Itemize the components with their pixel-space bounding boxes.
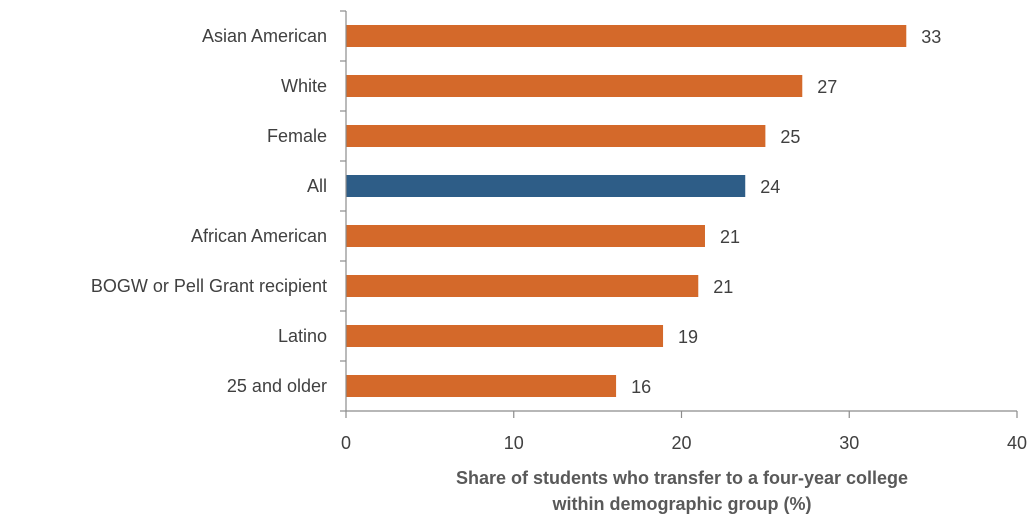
x-tick-label-10: 10: [504, 433, 524, 453]
value-label-all: 24: [760, 177, 780, 197]
value-label-female: 25: [780, 127, 800, 147]
labels-layer: Asian American 33 White 27 Female 25 All 24 Afri…: [91, 26, 1027, 453]
bar-bogw-or-pell-grant-recipient: [346, 275, 699, 297]
bar-asian-american: [346, 25, 907, 47]
x-axis-title-line-2: within demographic group (%): [552, 494, 812, 514]
x-tick-label-20: 20: [671, 433, 691, 453]
category-label-all: All: [307, 176, 327, 196]
axes-layer: [340, 10, 1018, 418]
category-label-25-and-older: 25 and older: [227, 376, 327, 396]
category-label-bogw-or-pell-grant-recipient: BOGW or Pell Grant recipient: [91, 276, 327, 296]
category-label-female: Female: [267, 126, 327, 146]
bar-white: [346, 75, 803, 97]
x-tick-label-40: 40: [1007, 433, 1027, 453]
bar-female: [346, 125, 766, 147]
value-label-asian-american: 33: [921, 27, 941, 47]
x-tick-label-30: 30: [839, 433, 859, 453]
value-label-25-and-older: 16: [631, 377, 651, 397]
bar-all: [346, 175, 746, 197]
x-axis-title-line-1: Share of students who transfer to a four…: [456, 468, 908, 488]
bars-layer: [346, 25, 907, 397]
value-label-latino: 19: [678, 327, 698, 347]
category-label-latino: Latino: [278, 326, 327, 346]
value-label-white: 27: [817, 77, 837, 97]
bar-25-and-older: [346, 375, 617, 397]
value-label-bogw-or-pell-grant-recipient: 21: [713, 277, 733, 297]
x-tick-label-0: 0: [341, 433, 351, 453]
bar-latino: [346, 325, 664, 347]
bar-african-american: [346, 225, 705, 247]
category-label-african-american: African American: [191, 226, 327, 246]
category-label-white: White: [281, 76, 327, 96]
category-label-asian-american: Asian American: [202, 26, 327, 46]
value-label-african-american: 21: [720, 227, 740, 247]
